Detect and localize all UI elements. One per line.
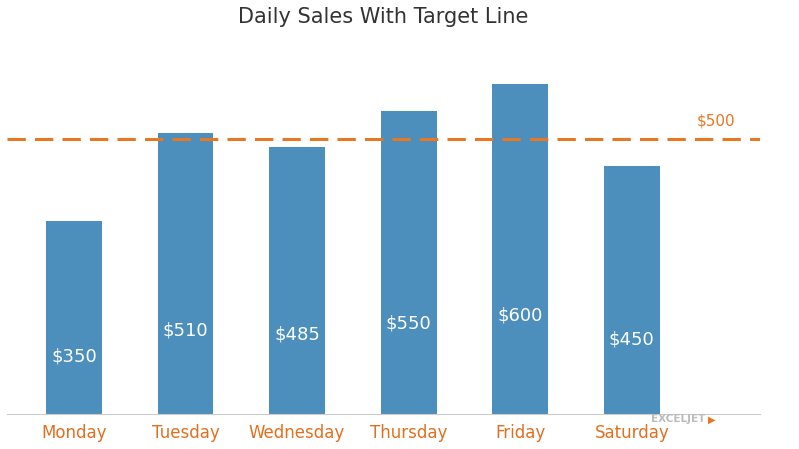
Title: Daily Sales With Target Line: Daily Sales With Target Line [238,7,529,27]
Text: ▶: ▶ [708,414,715,424]
Bar [604,167,660,414]
Text: $485: $485 [274,325,320,343]
Bar [381,111,436,414]
Text: EXCELJET: EXCELJET [651,414,706,424]
Bar [492,84,548,414]
Text: $600: $600 [498,306,543,324]
Bar [157,133,213,414]
Bar [269,147,325,414]
Text: $350: $350 [51,348,97,365]
Bar [46,221,101,414]
Text: $550: $550 [386,314,431,332]
Text: $510: $510 [163,321,209,339]
Text: $500: $500 [697,114,735,129]
Text: $450: $450 [609,331,654,349]
